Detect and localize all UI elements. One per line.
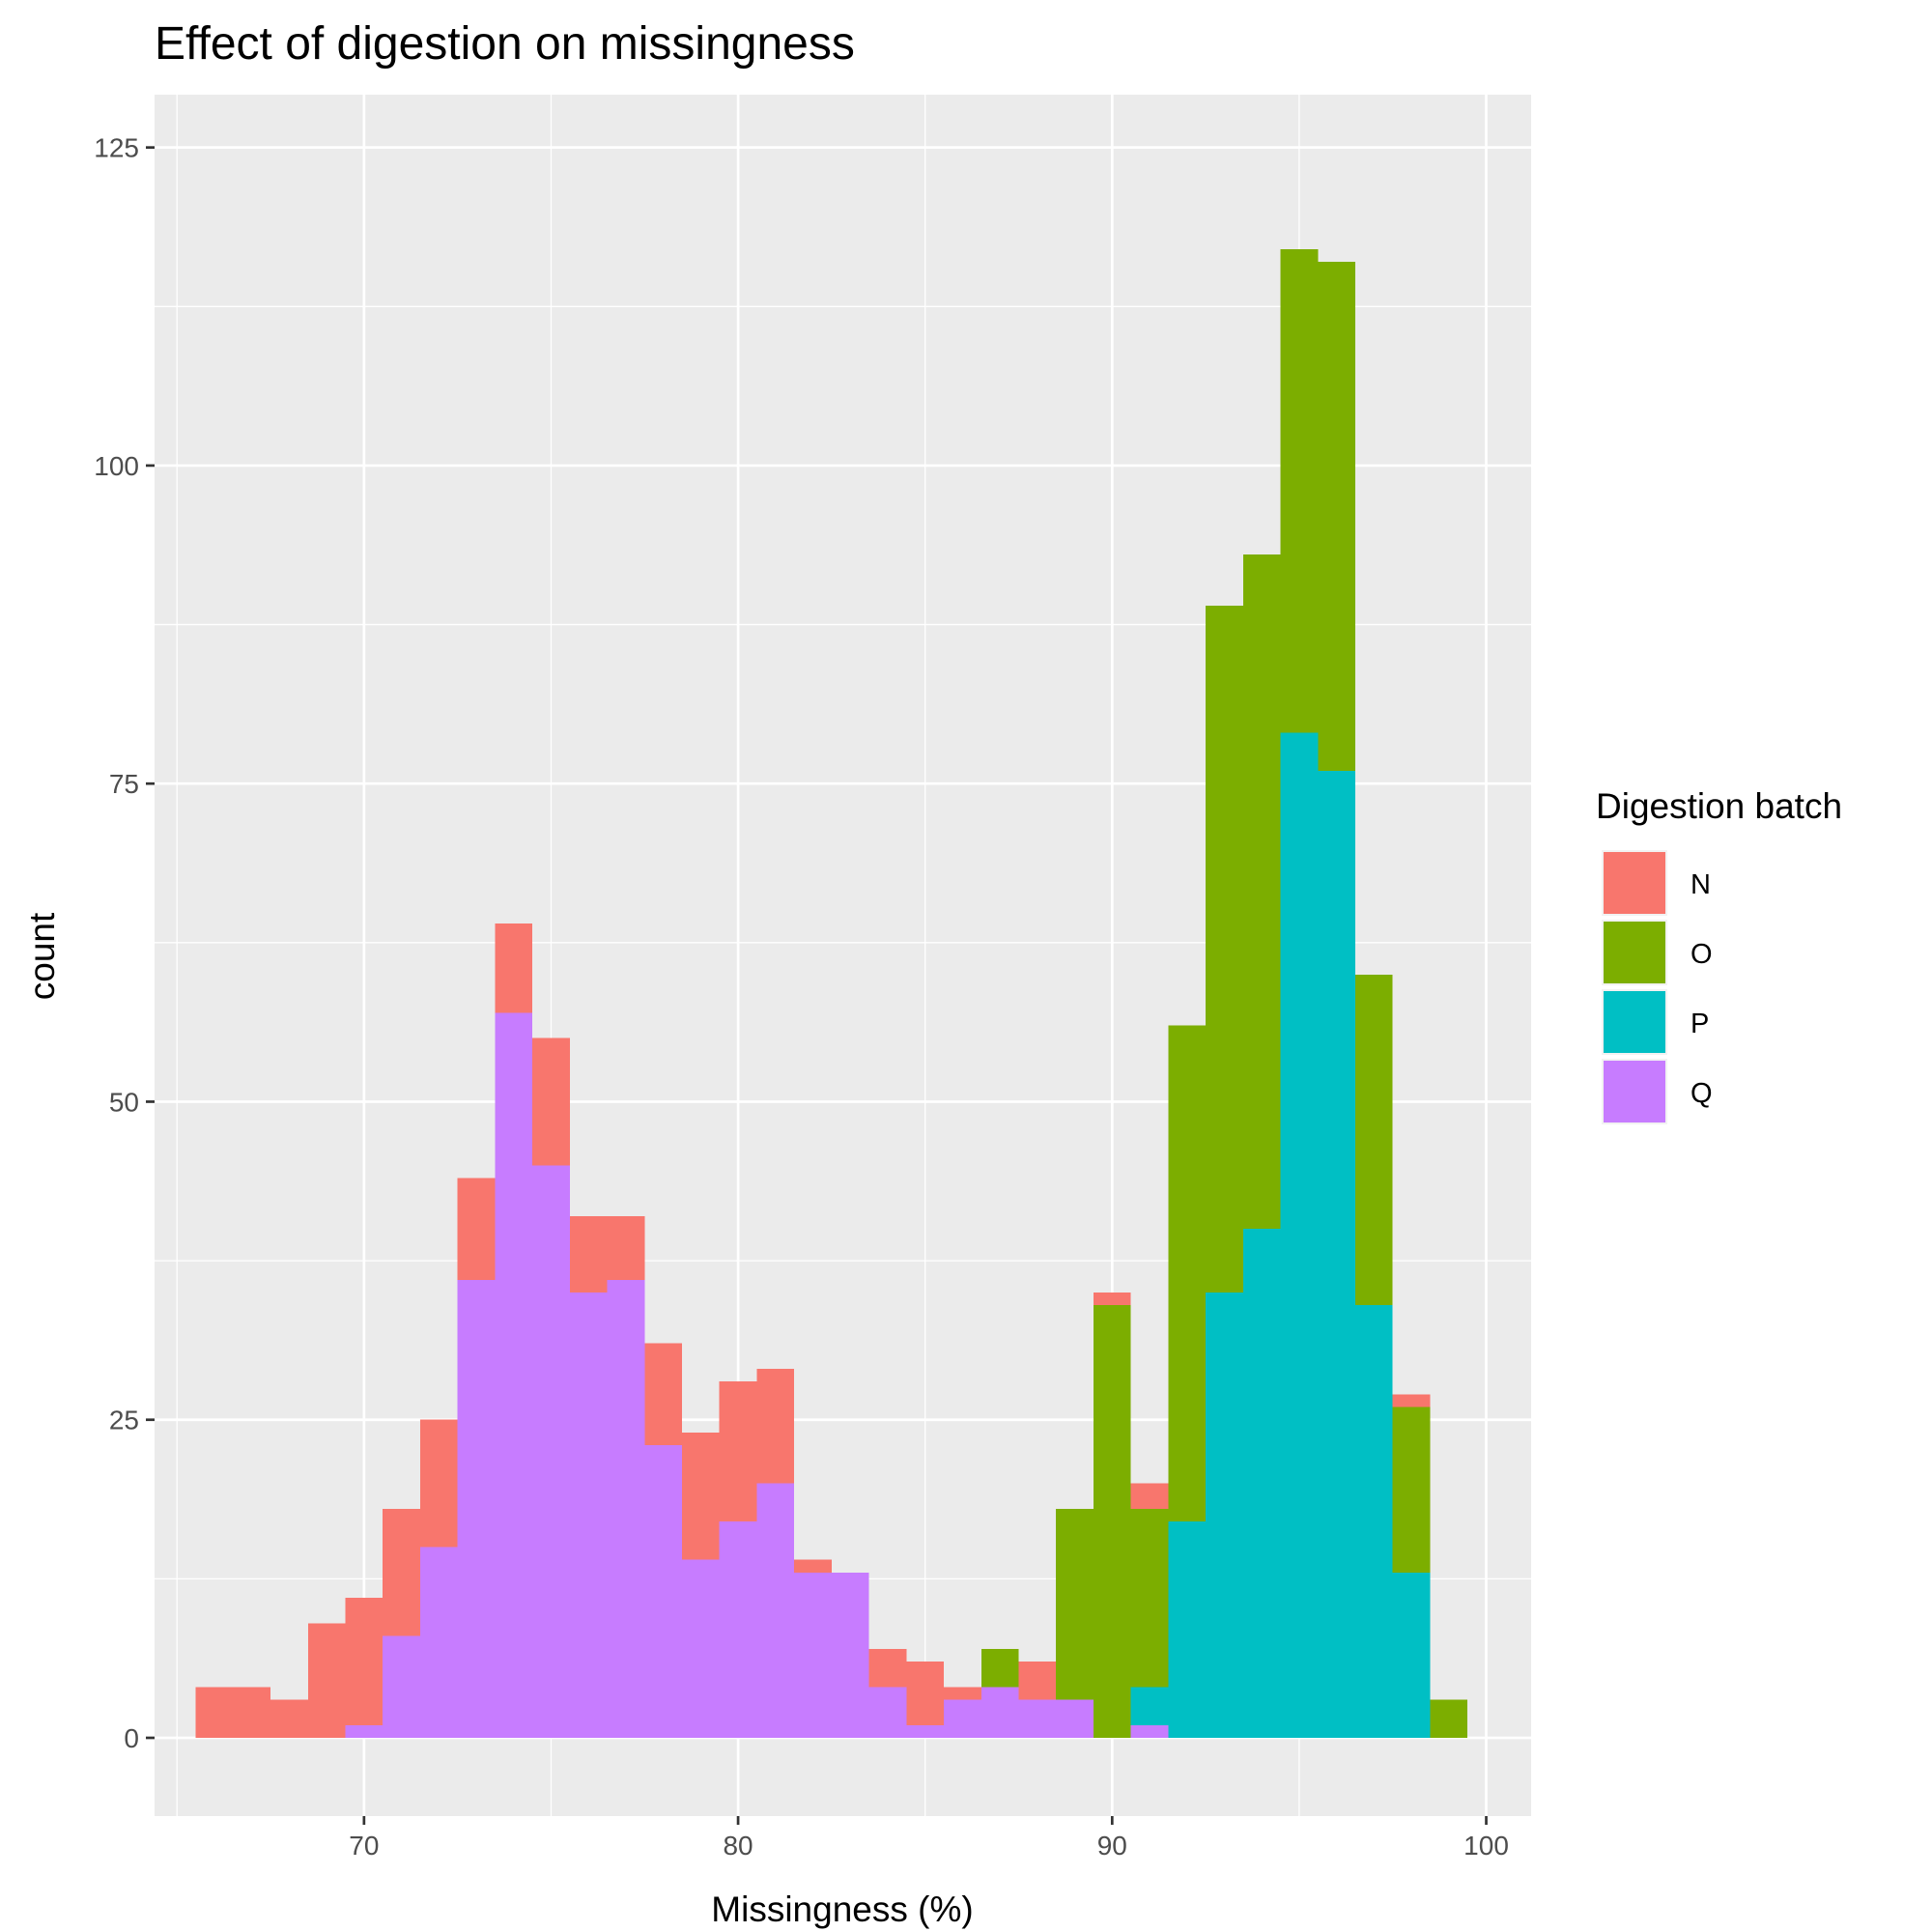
x-tick-label: 90	[1097, 1831, 1127, 1861]
bar-N-72	[419, 1419, 458, 1548]
bar-N-69	[307, 1623, 346, 1738]
legend-swatch-Q	[1604, 1061, 1665, 1122]
bar-Q-88	[1018, 1699, 1057, 1738]
bar-O-91	[1130, 1508, 1169, 1688]
bar-O-95	[1280, 249, 1319, 733]
legend-label-Q: Q	[1690, 1078, 1713, 1109]
bar-Q-81	[756, 1483, 795, 1738]
y-tick-label: 100	[94, 451, 139, 481]
bar-Q-70	[345, 1724, 384, 1738]
bar-P-95	[1280, 732, 1319, 1738]
bar-O-96	[1318, 262, 1356, 772]
legend: Digestion batch N O P Q	[1596, 786, 1842, 1124]
bar-Q-89	[1056, 1699, 1094, 1738]
bar-Q-82	[794, 1572, 832, 1738]
bars	[195, 249, 1468, 1738]
bar-O-87	[980, 1648, 1019, 1688]
bar-Q-73	[457, 1279, 496, 1738]
bar-Q-80	[719, 1521, 757, 1738]
bar-O-92	[1168, 1025, 1207, 1522]
bar-Q-79	[681, 1559, 720, 1738]
bar-P-93	[1206, 1293, 1243, 1738]
axes: 70 80 90 100 0 25 50 75 100 125	[94, 133, 1509, 1861]
chart-title: Effect of digestion on missingness	[155, 18, 855, 70]
bar-Q-76	[569, 1293, 608, 1738]
bar-O-93	[1206, 605, 1243, 1293]
bar-O-98	[1392, 1406, 1431, 1573]
bar-P-97	[1355, 1305, 1393, 1738]
bar-Q-77	[607, 1279, 645, 1738]
bar-N-82	[794, 1559, 832, 1573]
bar-Q-87	[980, 1687, 1019, 1738]
x-tick-label: 100	[1463, 1831, 1509, 1861]
bar-Q-85	[906, 1724, 945, 1738]
bar-O-89	[1056, 1508, 1094, 1700]
bar-N-98	[1392, 1394, 1431, 1407]
bar-P-98	[1392, 1572, 1431, 1738]
legend-label-N: N	[1690, 869, 1711, 900]
legend-title: Digestion batch	[1596, 786, 1842, 826]
bar-O-94	[1242, 554, 1281, 1230]
y-axis-title: count	[22, 912, 62, 1000]
y-tick-label: 75	[109, 769, 139, 799]
bar-Q-71	[383, 1635, 420, 1738]
y-tick-label: 125	[94, 133, 139, 163]
bar-P-94	[1242, 1229, 1281, 1738]
bar-N-74	[495, 923, 533, 1013]
bar-N-77	[607, 1216, 645, 1280]
bar-N-88	[1018, 1661, 1057, 1700]
bar-N-71	[383, 1508, 420, 1636]
bar-Q-83	[831, 1572, 869, 1738]
legend-label-P: P	[1690, 1009, 1709, 1039]
y-tick-label: 50	[109, 1087, 139, 1117]
x-tick-label: 70	[349, 1831, 379, 1861]
bar-N-70	[345, 1598, 384, 1725]
bar-N-68	[270, 1699, 308, 1738]
bar-Q-86	[944, 1699, 981, 1738]
legend-swatch-O	[1604, 922, 1665, 983]
bar-N-81	[756, 1369, 795, 1484]
bar-Q-74	[495, 1012, 533, 1738]
bar-N-86	[944, 1687, 981, 1700]
y-tick-label: 25	[109, 1406, 139, 1435]
bar-O-90	[1093, 1305, 1131, 1738]
bar-P-92	[1168, 1521, 1207, 1738]
x-tick-label: 80	[723, 1831, 753, 1861]
bar-O-97	[1355, 974, 1393, 1306]
bar-Q-75	[532, 1165, 570, 1738]
bar-Q-72	[419, 1547, 458, 1738]
bar-Q-78	[644, 1445, 682, 1738]
bar-Q-91	[1130, 1724, 1169, 1738]
bar-O-99	[1430, 1699, 1468, 1738]
legend-swatch-N	[1604, 852, 1665, 914]
y-tick-label: 0	[124, 1723, 139, 1753]
bar-N-80	[719, 1381, 757, 1522]
bar-N-78	[644, 1343, 682, 1446]
bar-P-91	[1130, 1687, 1169, 1725]
bar-N-79	[681, 1432, 720, 1560]
legend-swatch-P	[1604, 991, 1665, 1053]
bar-N-90	[1093, 1293, 1131, 1306]
bar-Q-84	[868, 1687, 907, 1738]
bar-N-84	[868, 1648, 907, 1688]
bar-N-67	[233, 1687, 271, 1738]
legend-label-O: O	[1690, 939, 1713, 970]
bar-N-91	[1130, 1483, 1169, 1509]
bar-N-76	[569, 1216, 608, 1293]
bar-P-96	[1318, 771, 1356, 1738]
bar-N-75	[532, 1037, 570, 1166]
bar-N-85	[906, 1661, 945, 1725]
bar-N-66	[195, 1687, 234, 1738]
x-axis-title: Missingness (%)	[711, 1889, 973, 1929]
bar-N-73	[457, 1178, 496, 1280]
